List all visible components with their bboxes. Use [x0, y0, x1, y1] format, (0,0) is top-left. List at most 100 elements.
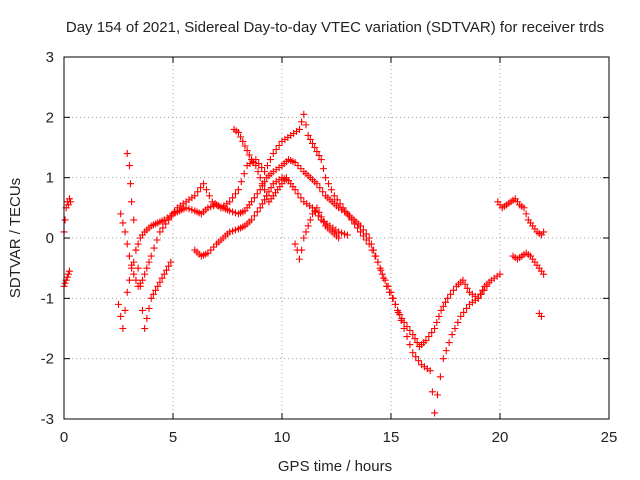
data-point: [125, 162, 133, 170]
data-point-track: [351, 220, 359, 228]
data-point: [474, 294, 482, 302]
data-point: [117, 210, 125, 218]
data-point: [226, 228, 234, 236]
data-point-track: [143, 314, 151, 322]
data-point: [483, 282, 491, 290]
data-point-track: [231, 226, 239, 234]
data-point: [537, 312, 545, 320]
y-tick-label: 3: [46, 49, 54, 66]
data-point-track: [345, 212, 353, 220]
data-point: [496, 270, 504, 278]
data-point-track: [319, 165, 327, 173]
data-point-track: [435, 312, 443, 320]
data-point-track: [434, 391, 442, 399]
data-point-track: [445, 339, 453, 347]
data-point: [448, 331, 456, 339]
data-point-track: [210, 243, 218, 251]
data-point: [291, 186, 299, 194]
data-point: [130, 216, 138, 224]
x-tick-label: 0: [60, 429, 68, 446]
data-point: [115, 300, 122, 308]
data-point-track: [119, 219, 127, 227]
data-point: [348, 216, 356, 224]
data-point-track: [134, 240, 142, 248]
data-point: [141, 325, 149, 332]
data-point: [61, 216, 69, 224]
data-point-track: [159, 224, 167, 232]
data-point: [182, 204, 190, 212]
data-point-track: [327, 186, 335, 194]
data-point: [65, 267, 73, 275]
data-point-track: [463, 304, 471, 312]
data-point-track: [150, 244, 158, 252]
data-point: [167, 258, 175, 266]
data-point-track: [406, 341, 414, 349]
data-point: [226, 198, 234, 206]
data-point-track: [229, 208, 237, 216]
data-point: [138, 276, 146, 284]
data-point-track: [197, 184, 205, 192]
data-point: [136, 282, 144, 290]
data-point-track: [240, 170, 248, 178]
data-point-track: [132, 276, 140, 284]
data-point-track: [415, 357, 423, 365]
data-point: [291, 159, 299, 167]
data-point-track: [333, 196, 341, 204]
data-point: [239, 137, 247, 145]
data-point: [191, 192, 199, 200]
data-point: [378, 270, 386, 278]
data-point: [540, 228, 548, 236]
data-points: [60, 110, 548, 417]
data-point-track: [380, 274, 388, 282]
data-point-track: [315, 208, 323, 216]
data-point-track: [325, 180, 333, 188]
y-tick-label: -3: [41, 411, 54, 428]
tick-marks: [63, 56, 610, 420]
data-point: [300, 110, 308, 118]
data-point: [426, 367, 434, 375]
data-point: [261, 186, 269, 194]
x-tick-label: 15: [383, 429, 400, 446]
data-point: [457, 312, 465, 320]
data-point-track: [368, 246, 376, 254]
data-point: [300, 234, 308, 242]
data-point: [343, 231, 351, 239]
data-point-track: [205, 192, 213, 200]
data-point-track: [449, 286, 457, 294]
data-point-track: [522, 210, 530, 218]
data-point-track: [342, 208, 350, 216]
data-point: [335, 234, 343, 242]
data-point: [247, 216, 255, 224]
data-point: [313, 204, 321, 212]
data-point-track: [442, 347, 450, 355]
data-point: [147, 294, 155, 302]
data-point-track: [319, 188, 327, 196]
data-point-track: [298, 118, 306, 126]
data-point-track: [403, 333, 411, 341]
data-point: [123, 150, 131, 158]
data-point: [121, 306, 129, 314]
data-point-track: [302, 121, 310, 129]
data-point: [520, 204, 528, 212]
data-point-track: [302, 228, 310, 236]
data-point: [138, 306, 146, 314]
data-point: [234, 186, 242, 194]
data-point-track: [254, 168, 262, 176]
data-point-track: [229, 194, 237, 202]
data-point-track: [394, 308, 402, 316]
tick-labels: 0 5 10 15 20 25 -3 -2 -1 0 1 2 3: [41, 49, 618, 446]
data-point-track: [258, 180, 266, 188]
data-point: [125, 252, 133, 260]
data-point-track: [275, 141, 283, 149]
data-point-track: [168, 212, 176, 220]
data-point-track: [152, 286, 160, 294]
data-point: [123, 288, 131, 296]
data-point-track: [297, 194, 305, 202]
data-point: [431, 409, 439, 417]
data-point-track: [413, 339, 421, 347]
data-point-track: [188, 206, 196, 214]
data-point: [409, 331, 417, 339]
data-point-track: [250, 194, 258, 202]
data-point: [304, 131, 312, 139]
